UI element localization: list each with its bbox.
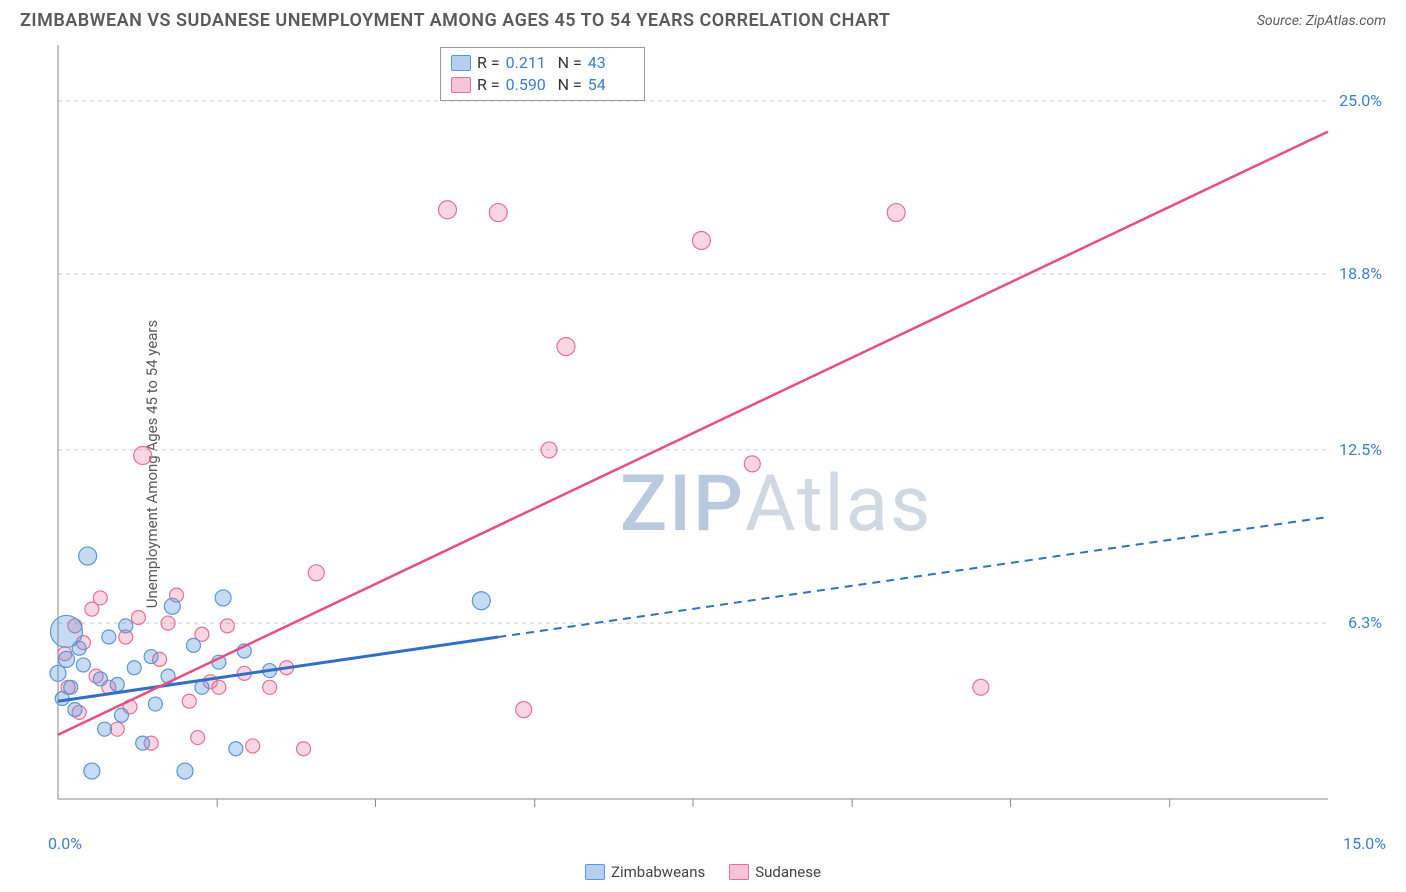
legend-swatch-icon — [585, 864, 605, 880]
legend-swatch-icon — [451, 77, 471, 93]
legend-item: Zimbabweans — [585, 863, 705, 881]
legend-swatch-icon — [451, 55, 471, 71]
chart-area: Unemployment Among Ages 45 to 54 years 6… — [0, 39, 1406, 889]
svg-text:25.0%: 25.0% — [1339, 91, 1382, 110]
svg-text:18.8%: 18.8% — [1339, 264, 1382, 283]
legend-swatch-icon — [729, 864, 749, 880]
stats-legend-box: R = 0.211 N = 43 R = 0.590 N = 54 — [440, 47, 645, 101]
svg-text:12.5%: 12.5% — [1339, 440, 1382, 459]
x-axis-min-label: 0.0% — [48, 834, 82, 853]
chart-title: ZIMBABWEAN VS SUDANESE UNEMPLOYMENT AMON… — [20, 10, 891, 31]
stats-row: R = 0.211 N = 43 — [451, 52, 634, 74]
source-label: Source: ZipAtlas.com — [1257, 13, 1386, 29]
svg-text:6.3%: 6.3% — [1348, 613, 1382, 632]
legend-label: Zimbabweans — [611, 863, 705, 881]
n-label: N = — [558, 74, 582, 96]
r-label: R = — [477, 74, 500, 96]
series-legend: Zimbabweans Sudanese — [0, 863, 1406, 881]
n-value: 43 — [588, 52, 634, 74]
x-axis-max-label: 15.0% — [1343, 834, 1386, 853]
legend-label: Sudanese — [755, 863, 821, 881]
chart-header: ZIMBABWEAN VS SUDANESE UNEMPLOYMENT AMON… — [0, 0, 1406, 39]
scatter-plot: 6.3% 12.5% 18.8% 25.0% — [48, 39, 1388, 839]
n-value: 54 — [588, 74, 634, 96]
r-value: 0.211 — [506, 52, 552, 74]
n-label: N = — [558, 52, 582, 74]
stats-row: R = 0.590 N = 54 — [451, 74, 634, 96]
r-value: 0.590 — [506, 74, 552, 96]
r-label: R = — [477, 52, 500, 74]
legend-item: Sudanese — [729, 863, 821, 881]
